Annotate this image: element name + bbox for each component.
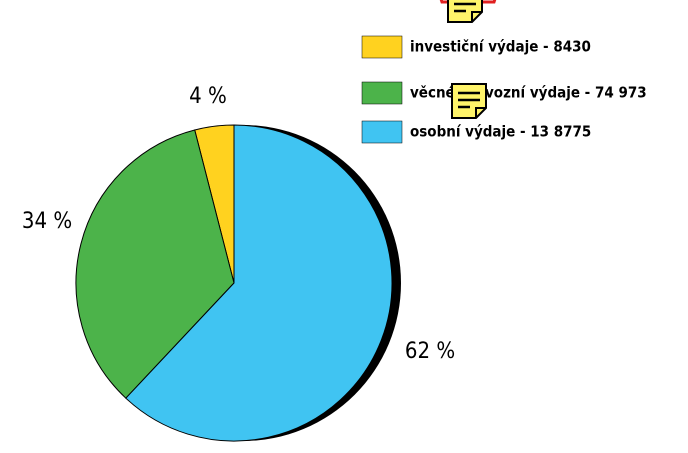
pie-slice xyxy=(125,124,393,442)
slice-label: 34 % xyxy=(22,209,72,234)
legend-label: investiční výdaje - 8430 xyxy=(410,38,591,56)
slice-label: 4 % xyxy=(189,84,227,109)
slice-label: 62 % xyxy=(405,339,455,364)
pie-slice xyxy=(75,129,235,399)
note-icon xyxy=(439,0,497,23)
legend-swatch xyxy=(361,35,403,59)
legend-label: věcné provozní výdaje - 74 973 xyxy=(410,84,647,102)
legend-swatch xyxy=(361,81,403,105)
note-fold xyxy=(475,107,486,118)
note-fold xyxy=(471,11,482,22)
note-icon xyxy=(451,83,487,119)
legend-swatch xyxy=(361,120,403,144)
legend-label: osobní výdaje - 13 8775 xyxy=(410,123,591,141)
